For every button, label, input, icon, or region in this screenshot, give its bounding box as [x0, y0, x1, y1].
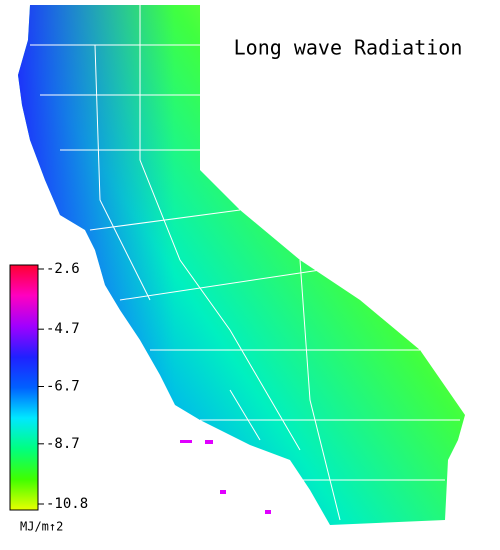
colorbar — [9, 264, 39, 511]
colorbar-tick-label: -2.6 — [46, 261, 80, 277]
colorbar-tick-label: -10.8 — [46, 496, 88, 512]
islands — [180, 440, 271, 514]
california-map — [18, 5, 465, 525]
colorbar-tick-label: -4.7 — [46, 321, 80, 337]
colorbar-tick-label: -8.7 — [46, 436, 80, 452]
county-lines — [30, 5, 460, 521]
colorbar-tick-label: -6.7 — [46, 379, 80, 395]
coast-shade — [18, 5, 465, 525]
colorbar-unit: MJ/m↑2 — [20, 520, 63, 534]
map-title: Long wave Radiation — [234, 36, 463, 60]
